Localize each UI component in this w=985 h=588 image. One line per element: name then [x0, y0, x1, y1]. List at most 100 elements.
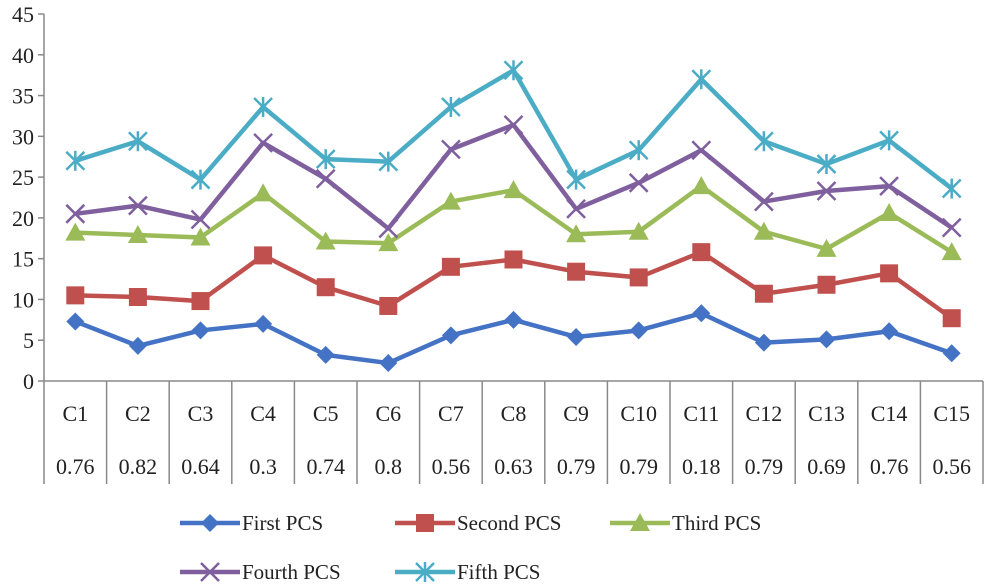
series-fifth-pcs	[65, 60, 962, 199]
legend-label: Second PCS	[457, 511, 561, 535]
data-point-marker	[200, 562, 220, 582]
category-label: C4	[250, 401, 276, 426]
data-point-marker	[880, 264, 899, 283]
y-axis: 0 5 10 15 20 25 30 35 40 45	[12, 2, 45, 394]
data-point-marker	[879, 130, 899, 151]
data-point-marker	[378, 151, 399, 172]
category-label: C1	[62, 401, 88, 426]
y-tick-label: 20	[12, 206, 34, 231]
category-label: C8	[501, 401, 527, 426]
legend-item: Fourth PCS	[180, 560, 341, 584]
data-point-marker	[691, 140, 712, 161]
category-label: C9	[563, 401, 589, 426]
data-point-marker	[378, 218, 399, 239]
legend-label: Fifth PCS	[457, 560, 540, 584]
data-point-marker	[254, 246, 273, 265]
category-value-label: 0.8	[375, 454, 403, 479]
data-point-marker	[754, 131, 774, 152]
data-point-marker	[416, 514, 434, 532]
y-tick-label: 15	[12, 247, 34, 272]
data-point-marker	[254, 314, 273, 333]
data-point-marker	[253, 183, 274, 202]
category-label: C14	[871, 401, 908, 426]
y-tick-label: 45	[12, 2, 34, 27]
category-value-label: 0.79	[619, 454, 658, 479]
legend-label: Fourth PCS	[242, 560, 341, 584]
category-label: C5	[313, 401, 339, 426]
data-point-marker	[566, 224, 587, 243]
data-point-marker	[440, 191, 461, 210]
data-point-marker	[630, 513, 650, 531]
y-tick-label: 40	[12, 43, 34, 68]
category-value-label: 0.74	[306, 454, 345, 479]
data-point-marker	[441, 257, 460, 276]
category-value-label: 0.76	[870, 454, 909, 479]
category-value-label: 0.79	[745, 454, 784, 479]
y-tick-label: 25	[12, 165, 34, 190]
series-third-pcs	[65, 176, 962, 261]
data-point-marker	[942, 309, 961, 328]
data-point-marker	[754, 191, 774, 212]
category-label: C15	[933, 401, 970, 426]
data-point-marker	[941, 217, 962, 238]
data-point-marker	[441, 96, 461, 117]
category-value-label: 0.56	[932, 454, 971, 479]
legend-item: Second PCS	[395, 511, 561, 535]
legend-label: First PCS	[242, 511, 323, 535]
plot-series	[65, 60, 962, 373]
data-point-marker	[127, 225, 148, 244]
data-point-marker	[201, 514, 219, 532]
data-point-marker	[753, 221, 774, 240]
legend-item: First PCS	[180, 511, 323, 535]
y-tick-label: 30	[12, 124, 34, 149]
data-point-marker	[504, 250, 523, 269]
data-point-marker	[942, 344, 961, 363]
data-point-marker	[315, 149, 336, 170]
data-point-marker	[879, 202, 900, 221]
data-point-marker	[190, 209, 211, 230]
data-point-marker	[941, 178, 962, 199]
data-point-marker	[879, 176, 899, 196]
data-point-marker	[816, 181, 837, 201]
data-point-marker	[629, 268, 648, 287]
data-point-marker	[316, 278, 335, 297]
legend-item: Third PCS	[610, 511, 761, 535]
data-point-marker	[441, 139, 461, 160]
category-value-label: 0.64	[181, 454, 220, 479]
data-point-marker	[379, 296, 398, 315]
x-axis-table: C1 0.76 C2 0.82 C3 0.64 C4 0.3 C5 0.74 C6 0.8 C7 0.56…	[43, 380, 984, 484]
data-point-marker	[378, 233, 399, 252]
data-point-marker	[566, 169, 586, 190]
data-point-marker	[191, 321, 210, 340]
data-point-marker	[315, 168, 336, 189]
category-value-label: 0.3	[249, 454, 277, 479]
category-label: C13	[808, 401, 845, 426]
category-value-label: 0.76	[56, 454, 95, 479]
y-tick-label: 0	[23, 369, 34, 394]
data-point-marker	[628, 221, 649, 240]
data-point-marker	[190, 227, 211, 246]
y-tick-label: 5	[23, 328, 34, 353]
category-label: C7	[438, 401, 464, 426]
data-point-marker	[566, 199, 586, 219]
data-point-marker	[691, 176, 712, 195]
data-point-marker	[253, 132, 273, 153]
y-tick-label: 35	[12, 84, 34, 109]
category-label: C3	[188, 401, 214, 426]
data-point-marker	[65, 222, 86, 241]
data-point-marker	[628, 172, 649, 193]
data-point-marker	[817, 330, 836, 349]
y-tick-label: 10	[12, 287, 34, 312]
data-point-marker	[816, 154, 837, 175]
data-point-marker	[941, 242, 962, 261]
data-point-marker	[128, 131, 148, 152]
category-label: C10	[620, 401, 657, 426]
legend-item: Fifth PCS	[395, 560, 540, 584]
data-point-marker	[415, 562, 435, 582]
legend: First PCS Second PCS Third PCS Fourth PCS Fi…	[180, 511, 761, 584]
data-point-marker	[503, 115, 524, 135]
category-label: C2	[125, 401, 151, 426]
data-point-marker	[692, 243, 711, 262]
data-point-marker	[441, 326, 460, 345]
data-point-marker	[253, 96, 273, 117]
